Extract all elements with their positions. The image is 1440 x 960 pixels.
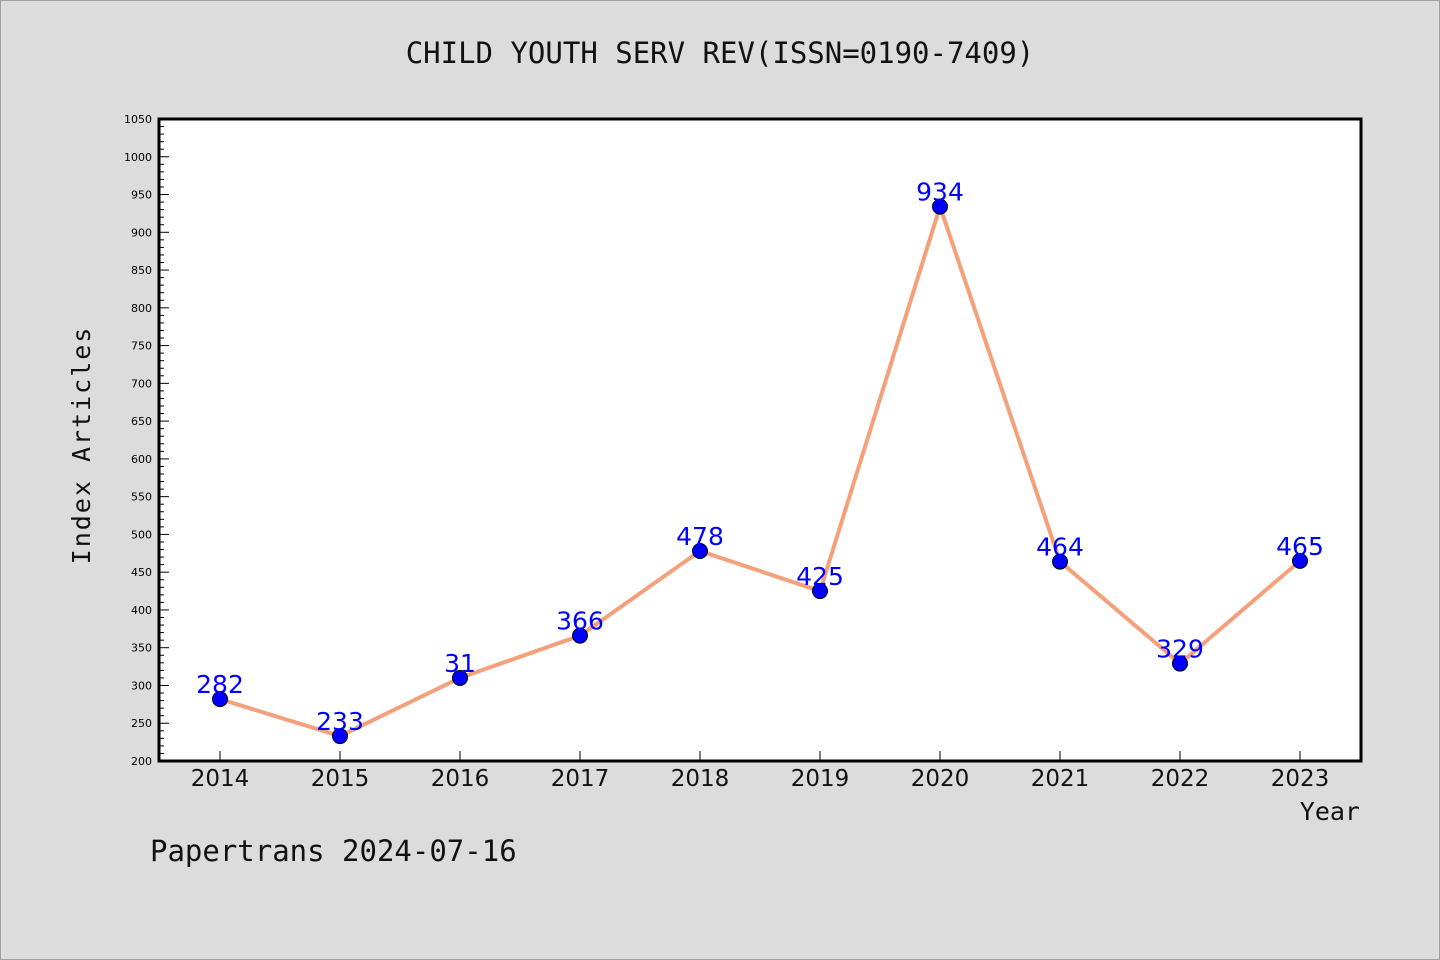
data-point: [932, 198, 948, 215]
y-tick-label: 300: [131, 679, 152, 692]
x-tick-label: 2018: [671, 766, 730, 792]
data-point: [812, 583, 828, 600]
x-axis-label: Year: [1300, 797, 1360, 826]
y-tick-label: 550: [131, 491, 152, 504]
markers-group: [212, 198, 1308, 745]
data-point: [452, 669, 468, 686]
y-tick-label: 850: [131, 264, 152, 277]
data-label: 233: [316, 707, 364, 736]
data-point: [212, 691, 228, 708]
plot-area: [157, 117, 1363, 763]
x-tick-label: 2020: [911, 766, 970, 792]
data-label: 329: [1156, 635, 1204, 664]
data-label: 31: [444, 649, 476, 678]
y-tick-label: 700: [131, 377, 152, 390]
x-tick-label: 2023: [1271, 766, 1330, 792]
x-tick-label: 2019: [791, 766, 850, 792]
y-axis-label: Index Articles: [67, 326, 96, 565]
x-tick-label: 2022: [1151, 766, 1210, 792]
data-label: 366: [556, 607, 604, 636]
y-tick-label: 1050: [124, 113, 152, 126]
series-line-group: [218, 204, 1302, 739]
data-point: [332, 728, 348, 745]
x-tick-label: 2015: [311, 766, 370, 792]
y-tick-label: 400: [131, 604, 152, 617]
y-axis-ticks: 200 250 300 350 400 450 500 550 600 650 700 750 800 8…: [124, 113, 169, 768]
data-label: 282: [196, 670, 244, 699]
x-tick-label: 2017: [551, 766, 610, 792]
y-tick-label: 1000: [124, 151, 152, 164]
x-tick-label: 2021: [1031, 766, 1090, 792]
series-line: [218, 204, 1302, 739]
y-tick-label: 500: [131, 528, 152, 541]
y-tick-label: 200: [131, 755, 152, 768]
data-point: [572, 627, 588, 644]
data-label: 934: [916, 178, 964, 207]
y-tick-label: 450: [131, 566, 152, 579]
y-tick-label: 800: [131, 302, 152, 315]
data-label: 478: [676, 522, 724, 551]
data-point: [1052, 553, 1068, 570]
y-tick-label: 900: [131, 226, 152, 239]
x-axis-ticks: 2014 2015 2016 2017 2018 2019 2020 2021 2022 2023: [191, 751, 1330, 792]
data-point: [692, 543, 708, 560]
data-label: 464: [1036, 533, 1084, 562]
data-label: 425: [796, 562, 844, 591]
footer-text: Papertrans 2024-07-16: [150, 834, 517, 868]
data-label: 465: [1276, 532, 1324, 561]
data-point: [1172, 655, 1188, 672]
data-point: [1292, 552, 1308, 569]
x-tick-label: 2016: [431, 766, 490, 792]
y-tick-label: 750: [131, 340, 152, 353]
data-labels-group: 282 233 31 366 478 425 934 464 329 465: [196, 178, 1324, 736]
y-tick-label: 600: [131, 453, 152, 466]
chart-title: CHILD YOUTH SERV REV(ISSN=0190-7409): [405, 36, 1035, 70]
y-tick-label: 250: [131, 717, 152, 730]
y-tick-label: 950: [131, 189, 152, 202]
y-tick-label: 350: [131, 642, 152, 655]
y-tick-label: 650: [131, 415, 152, 428]
x-tick-label: 2014: [191, 766, 250, 792]
